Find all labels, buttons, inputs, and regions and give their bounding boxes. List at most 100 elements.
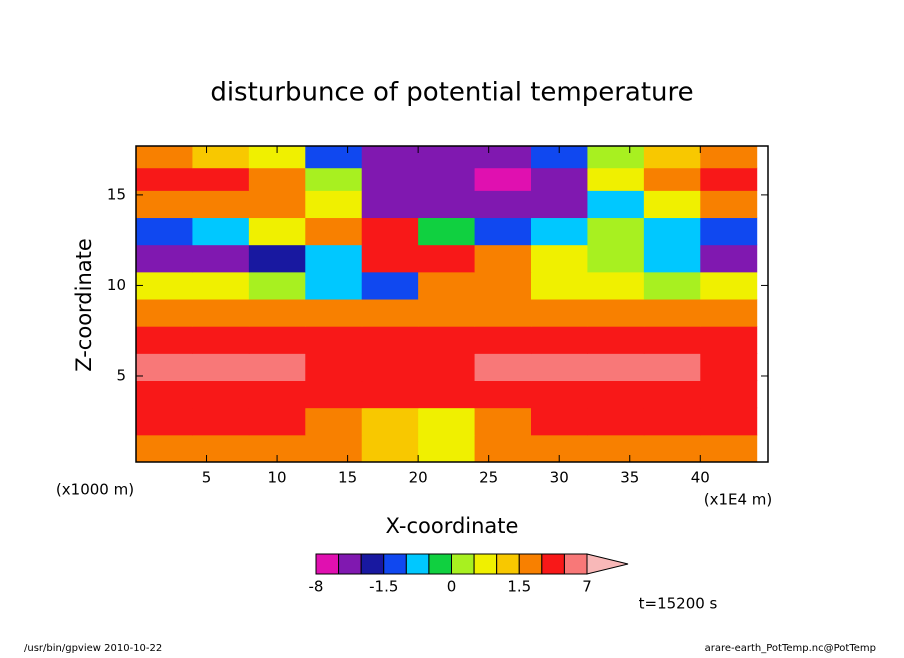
field-cell (418, 380, 476, 409)
field-cell (192, 217, 250, 246)
x-tick-label: 10 (268, 469, 287, 487)
field-cell (531, 353, 588, 382)
field-cell (643, 434, 701, 462)
field-cell (136, 380, 193, 409)
field-cell (248, 146, 306, 169)
field-cell (587, 434, 645, 462)
y-tick-label: 5 (116, 366, 126, 384)
field-cell (305, 326, 363, 354)
field-cell (305, 167, 363, 191)
field-cell (136, 190, 193, 219)
field-cell (700, 244, 758, 273)
field-cell (136, 407, 193, 436)
field-cell (531, 244, 588, 273)
field-cell (136, 244, 193, 273)
field-cell (531, 407, 588, 436)
field-cell (248, 244, 306, 273)
field-cell (643, 299, 701, 327)
colorbar-segment (518, 553, 543, 575)
y-tick-label: 15 (107, 185, 126, 203)
field-cell (192, 380, 250, 409)
field-cell (587, 167, 645, 191)
colorbar-segment (428, 553, 452, 575)
field-cell (418, 434, 476, 462)
colorbar-tick-label: 7 (582, 578, 592, 596)
colorbar-segment (405, 553, 430, 575)
field (136, 146, 758, 462)
field-cell (643, 217, 701, 246)
field-cell (474, 271, 532, 300)
field-cell (305, 353, 363, 382)
field-cell (531, 217, 588, 246)
colorbar-tick-label: 1.5 (507, 578, 531, 596)
field-cell (643, 380, 701, 409)
field-cell (136, 353, 193, 382)
field-cell (248, 380, 306, 409)
field-cell (361, 407, 419, 436)
field-cell (643, 407, 701, 436)
chart-title: disturbunce of potential temperature (210, 78, 693, 108)
y-unit: (x1000 m) (56, 481, 134, 499)
field-cell (192, 407, 250, 436)
colorbar-segment (315, 553, 340, 575)
field-cell (700, 167, 758, 191)
plot-frame (135, 145, 769, 463)
colorbar-segment (383, 553, 407, 575)
field-cell (700, 190, 758, 219)
field-cell (248, 407, 306, 436)
colorbar-segment (563, 553, 588, 575)
footer-left: /usr/bin/gpview 2010-10-22 (24, 643, 162, 654)
field-cell (418, 217, 476, 246)
field-cell (587, 353, 645, 382)
field-cell (531, 326, 588, 354)
field-cell (361, 434, 419, 462)
field-cell (531, 146, 588, 169)
x-tick-label: 20 (409, 469, 428, 487)
field-cell (361, 380, 419, 409)
field-cell (474, 217, 532, 246)
field-cell (531, 190, 588, 219)
field-cell (248, 326, 306, 354)
field-cell (587, 190, 645, 219)
field-cell (587, 380, 645, 409)
field-cell (474, 380, 532, 409)
footer-right: arare-earth_PotTemp.nc@PotTemp (705, 643, 876, 654)
field-cell (474, 299, 532, 327)
field-cell (361, 299, 419, 327)
field-cell (192, 353, 250, 382)
x-tick-label: 40 (691, 469, 710, 487)
field-cell (643, 326, 701, 354)
field-cell (305, 244, 363, 273)
annotation: t=15200 s (639, 595, 718, 613)
field-cell (361, 271, 419, 300)
field-cell (643, 244, 701, 273)
field-cell (474, 244, 532, 273)
colorbar-segment (451, 553, 475, 575)
field-cell (474, 353, 532, 382)
colorbar-segment (338, 553, 362, 575)
field-cell (361, 217, 419, 246)
field-cell (587, 217, 645, 246)
field-cell (418, 244, 476, 273)
field-cell (587, 271, 645, 300)
field-cell (305, 271, 363, 300)
field-cell (474, 326, 532, 354)
field-cell (361, 167, 419, 191)
field-cell (418, 146, 476, 169)
colorbar-segment (473, 553, 498, 575)
field-cell (192, 244, 250, 273)
x-tick-label: 25 (479, 469, 498, 487)
field-cell (136, 326, 193, 354)
field-cell (700, 407, 758, 436)
field-cell (418, 190, 476, 219)
x-tick-label: 35 (620, 469, 639, 487)
y-tick-label: 10 (107, 276, 126, 294)
y-axis-label: Z-coordinate (72, 238, 96, 372)
field-cell (418, 407, 476, 436)
field-cell (643, 190, 701, 219)
field-cell (700, 326, 758, 354)
field-cell (587, 299, 645, 327)
field-cell (474, 167, 532, 191)
field-cell (361, 146, 419, 169)
field-cell (136, 217, 193, 246)
